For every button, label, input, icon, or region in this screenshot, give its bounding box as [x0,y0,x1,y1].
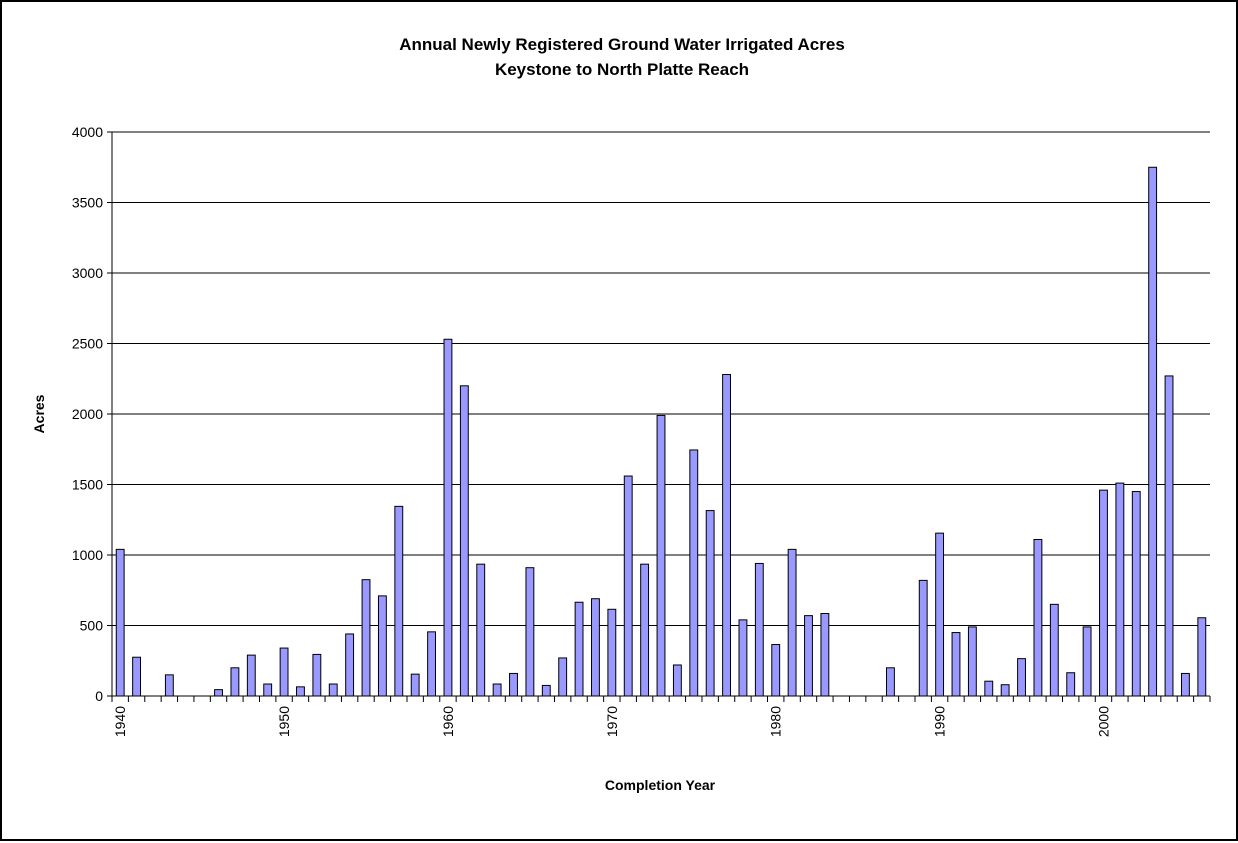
bar-1949 [263,683,273,697]
x-tick-label: 1990 [932,706,948,737]
bar-1947 [230,667,240,697]
bar-1958 [410,673,420,697]
y-tick-label: 1000 [72,547,103,563]
bar-2005 [1180,672,1190,697]
bar-2000 [1099,489,1108,697]
bar-1966 [541,684,551,697]
bar-1969 [591,598,600,697]
bar-1941 [132,656,142,697]
bar-1982 [804,615,813,697]
bar-1955 [361,579,371,697]
y-tick-label: 2000 [72,406,103,422]
bar-1980 [771,644,781,697]
bar-1977 [722,374,731,697]
bar-2004 [1164,375,1174,697]
bar-2002 [1131,491,1141,697]
bar-1965 [525,567,535,697]
bar-1996 [1033,538,1043,697]
bar-1952 [312,653,322,697]
bar-1964 [509,672,518,697]
bar-2006 [1197,617,1207,697]
bar-1960 [443,338,453,697]
bar-1987 [885,667,895,697]
bar-1957 [394,505,404,697]
bar-1995 [1017,658,1026,697]
bar-1981 [787,548,797,697]
y-tick-label: 500 [80,618,104,634]
bar-1979 [754,562,764,697]
bar-1997 [1049,603,1059,697]
bar-1948 [246,654,256,697]
bar-1993 [984,680,994,697]
bar-1943 [164,674,174,697]
chart-title-line-1: Annual Newly Registered Ground Water Irr… [399,35,845,54]
bar-1983 [820,613,830,697]
y-tick-label: 4000 [72,124,103,140]
y-tick-label: 1500 [72,477,103,493]
bar-1946 [214,689,223,697]
bar-1970 [607,608,617,697]
bar-1961 [459,385,469,697]
bar-1963 [492,683,502,697]
bar-1968 [574,601,584,697]
bar-layer [115,166,1207,697]
bar-1967 [558,657,568,697]
bar-1973 [656,414,666,697]
bar-1959 [427,631,437,697]
bar-1998 [1066,672,1076,697]
bar-1971 [623,475,633,697]
bar-1974 [672,664,682,697]
bar-1956 [377,595,387,697]
bar-1992 [967,626,977,697]
y-tick-label: 3500 [72,195,103,211]
bar-1954 [345,633,355,697]
axis-layer [111,132,1211,702]
y-tick-label: 3000 [72,265,103,281]
bar-1994 [1000,684,1010,697]
y-tick-label: 2500 [72,336,103,352]
bar-1962 [476,563,486,697]
bar-1999 [1082,626,1092,697]
bar-1951 [296,686,305,697]
chart-title-line-2: Keystone to North Platte Reach [495,60,749,79]
bar-1972 [640,563,650,697]
x-axis-title: Completion Year [605,777,716,793]
x-tick-label: 1960 [440,706,456,737]
x-tick-label: 2000 [1095,706,1111,737]
x-tick-label: 1950 [276,706,292,737]
bar-1976 [705,510,715,697]
bar-1950 [279,647,289,697]
x-tick-label: 1970 [604,706,620,737]
y-axis-title: Acres [31,394,47,433]
x-tick-label: 1940 [112,706,128,737]
y-tick-label: 0 [95,688,103,704]
y-tick-labels: 0 500 1000 1500 2000 2500 3000 3500 4000 [72,124,103,704]
bar-2003 [1148,166,1158,697]
bar-1990 [935,532,945,697]
bar-2001 [1115,482,1125,697]
bar-1940 [115,548,125,697]
bar-1989 [918,579,928,697]
x-tick-labels: 1940 1950 1960 1970 1980 1990 2000 [112,706,1111,737]
x-tick-label: 1980 [768,706,784,737]
bar-1991 [951,632,961,697]
bar-1975 [689,449,699,697]
bar-1953 [328,683,338,697]
bar-1978 [738,619,748,697]
